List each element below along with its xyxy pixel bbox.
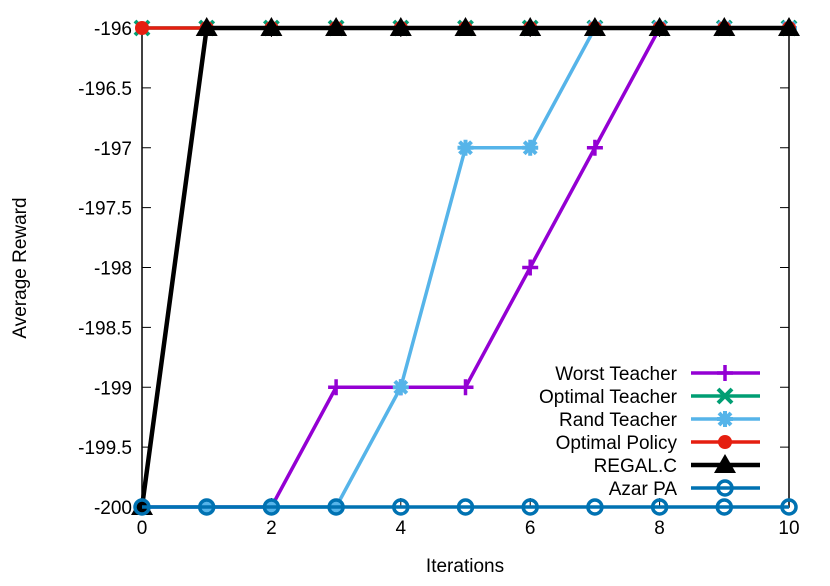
marker-circle-open — [262, 498, 281, 516]
legend-item: Worst Teacher — [555, 364, 760, 385]
marker-triangle-filled — [583, 17, 606, 36]
marker-circle-open — [521, 498, 539, 516]
series-azar-pa — [133, 498, 798, 516]
marker-triangle-filled — [195, 17, 218, 36]
legend-label: Azar PA — [609, 479, 678, 500]
marker-plus — [522, 259, 539, 276]
x-tick-label: 10 — [778, 518, 799, 539]
marker-plus — [717, 365, 733, 381]
marker-circle-open — [715, 498, 734, 516]
legend-label: Optimal Policy — [556, 433, 678, 454]
marker-circle-open — [650, 498, 669, 516]
x-tick-label: 8 — [654, 518, 665, 539]
marker-circle-open — [133, 498, 151, 516]
marker-triangle-filled — [519, 17, 542, 36]
x-tick-label: 2 — [266, 518, 277, 539]
marker-x — [716, 387, 734, 405]
legend-item: Optimal Teacher — [539, 387, 760, 408]
legend-label: REGAL.C — [594, 456, 677, 477]
y-tick-label: -198 — [94, 259, 132, 280]
legend-label: Rand Teacher — [559, 410, 678, 431]
y-tick-label: -200 — [94, 498, 132, 519]
marker-plus — [328, 379, 345, 396]
y-tick-label: -197.5 — [78, 199, 132, 220]
series-line — [142, 26, 789, 509]
marker-circle-open — [197, 498, 216, 516]
marker-triangle-filled — [260, 17, 283, 36]
marker-circle-open — [327, 498, 345, 516]
x-tick-label: 6 — [525, 518, 536, 539]
marker-triangle-filled — [648, 17, 671, 36]
y-axis-label: Average Reward — [10, 197, 31, 338]
legend-item: Optimal Policy — [556, 433, 760, 454]
y-tick-label: -199 — [94, 378, 132, 399]
marker-circle-open — [780, 498, 798, 516]
marker-circle-open — [392, 498, 410, 516]
marker-triangle-filled — [325, 17, 348, 36]
y-tick-label: -196 — [94, 19, 132, 40]
marker-circle-open — [456, 498, 475, 516]
marker-plus — [457, 379, 474, 396]
marker-star — [717, 411, 733, 427]
marker-plus — [586, 139, 603, 156]
legend-item: Azar PA — [609, 479, 760, 500]
marker-triangle-filled — [389, 17, 412, 36]
marker-circle-open — [586, 498, 604, 516]
legend-label: Worst Teacher — [555, 364, 677, 385]
x-tick-label: 0 — [137, 518, 148, 539]
marker-circle-filled — [135, 21, 149, 35]
marker-triangle-filled — [714, 454, 736, 473]
marker-circle-filled — [718, 435, 732, 449]
marker-star — [457, 139, 474, 156]
y-tick-label: -199.5 — [78, 438, 132, 459]
series-line — [139, 25, 789, 508]
y-tick-label: -198.5 — [78, 318, 132, 339]
marker-triangle-filled — [713, 17, 736, 36]
y-tick-label: -196.5 — [78, 79, 132, 100]
x-axis-label: Iterations — [426, 556, 504, 577]
legend-label: Optimal Teacher — [539, 387, 678, 408]
legend-item: Rand Teacher — [559, 410, 760, 431]
series-line — [142, 26, 789, 509]
x-tick-label: 4 — [396, 518, 407, 539]
marker-triangle-filled — [454, 17, 477, 36]
marker-circle-open — [716, 479, 734, 497]
marker-triangle-filled — [778, 17, 800, 36]
marker-star — [392, 379, 409, 396]
marker-star — [522, 139, 539, 156]
y-tick-label: -197 — [94, 139, 132, 160]
legend-item: REGAL.C — [594, 454, 760, 477]
plot-frame — [141, 27, 790, 508]
